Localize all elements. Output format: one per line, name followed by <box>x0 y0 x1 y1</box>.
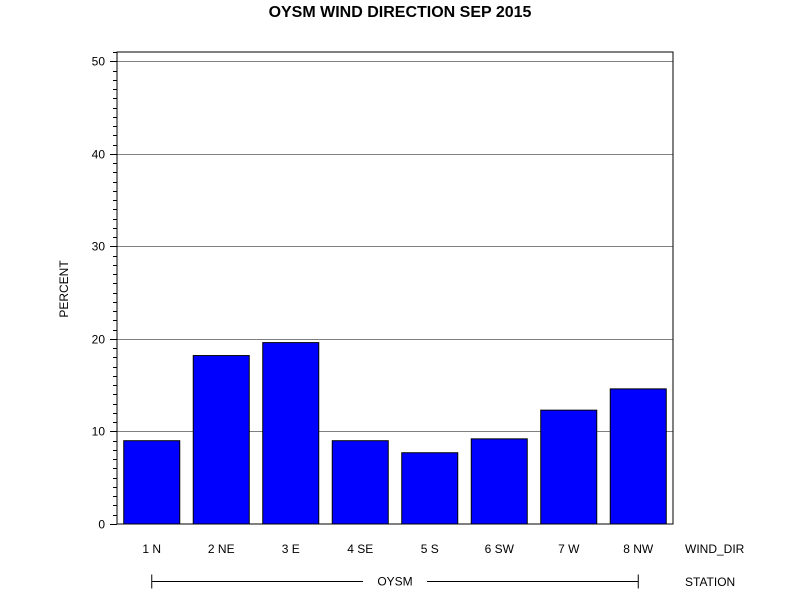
station-group: OYSM <box>151 574 639 589</box>
bar <box>262 342 320 525</box>
plot-frame <box>116 51 674 525</box>
x-tick-label: 2 NE <box>208 542 235 556</box>
y-tick-label: 10 <box>92 425 106 439</box>
y-tick-label: 40 <box>92 148 106 162</box>
y-tick-label: 0 <box>98 518 105 532</box>
bar <box>470 438 528 525</box>
bar <box>123 440 181 525</box>
bar <box>192 355 250 525</box>
x-tick-label: 5 S <box>421 542 439 556</box>
x-tick-label: 1 N <box>142 542 161 556</box>
x-tick-label: 8 NW <box>623 542 654 556</box>
station-group-label: OYSM <box>377 575 412 589</box>
bar <box>331 440 389 525</box>
bar <box>609 388 667 525</box>
bars <box>123 342 667 525</box>
y-tick-label: 20 <box>92 333 106 347</box>
x-tick-label: 6 SW <box>485 542 515 556</box>
y-tick-label: 50 <box>92 55 106 69</box>
bar <box>401 452 459 525</box>
y-axis: 0 10 20 30 40 50 <box>92 52 117 532</box>
y-axis-label: PERCENT <box>57 260 71 318</box>
x-tick-label: 7 W <box>558 542 580 556</box>
x-axis: 1 N 2 NE 3 E 4 SE 5 S 6 SW 7 W 8 NW <box>142 542 654 556</box>
y-tick-label: 30 <box>92 240 106 254</box>
x-tick-label: 3 E <box>282 542 300 556</box>
bar <box>540 409 598 525</box>
chart-title: OYSM WIND DIRECTION SEP 2015 <box>269 4 532 21</box>
x-axis-label: WIND_DIR <box>685 542 745 556</box>
x-tick-label: 4 SE <box>347 542 373 556</box>
station-axis-label: STATION <box>685 575 735 589</box>
